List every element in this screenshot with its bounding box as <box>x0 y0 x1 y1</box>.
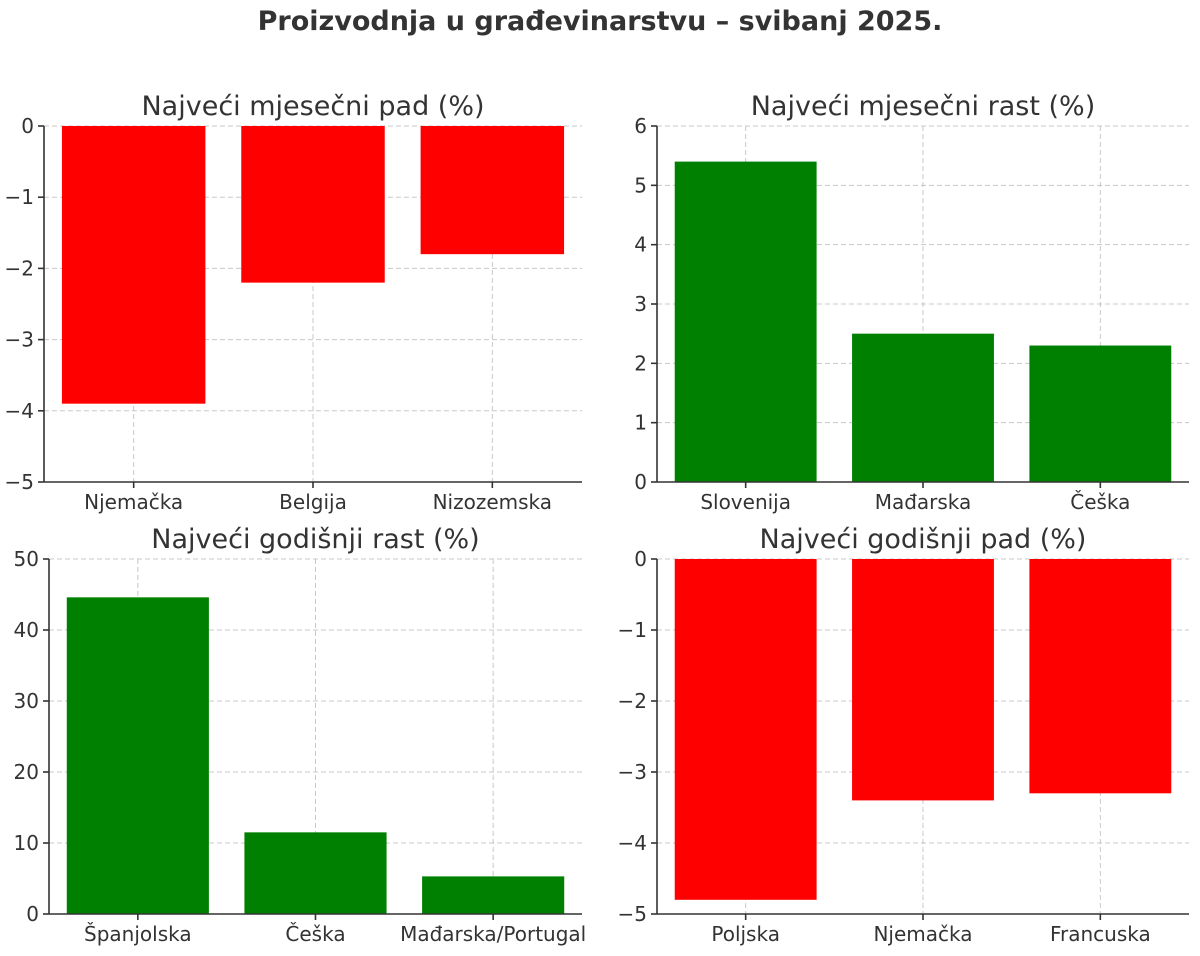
bar-3 <box>1029 559 1172 794</box>
y-tick-label: 1 <box>634 411 647 435</box>
y-tick-label: 20 <box>14 760 39 784</box>
y-tick-label: −1 <box>618 618 647 642</box>
chart-panel-2: 0 1 2 3 4 5 6 Slovenija Mađarska Češka Najveći mje… <box>634 91 1189 514</box>
x-tick-label-3: Češka <box>1070 490 1130 514</box>
bar-3 <box>1029 345 1172 482</box>
y-tick-label: −4 <box>618 831 647 855</box>
chart-panel-4: 0 −1 −2 −3 −4 −5 Poljska Njemačka Francuska Najve… <box>618 524 1189 946</box>
x-tick-label-3: Mađarska/Portugal <box>400 922 586 946</box>
x-tick-label-2: Belgija <box>279 490 347 514</box>
figure-title: Proizvodnja u građevinarstvu – svibanj 2… <box>257 6 943 37</box>
chart-panel-3: 0 10 20 30 40 50 Španjolska Češka Mađarska/Portu… <box>14 524 587 946</box>
x-tick-label-3: Francuska <box>1050 922 1151 946</box>
panel-title: Najveći mjesečni pad (%) <box>141 91 484 122</box>
x-tick-label-3: Nizozemska <box>433 490 552 514</box>
y-tick-label: 0 <box>634 547 647 571</box>
bar-1 <box>674 559 817 900</box>
y-tick-label: 30 <box>14 689 39 713</box>
y-tick-label: −2 <box>5 256 34 280</box>
x-tick-label-1: Njemačka <box>84 490 183 514</box>
x-tick-label-1: Španjolska <box>84 922 192 946</box>
y-tick-label: 0 <box>634 470 647 494</box>
x-tick-label-2: Njemačka <box>873 922 972 946</box>
y-tick-label: −4 <box>5 399 34 423</box>
panel-title: Najveći mjesečni rast (%) <box>751 91 1096 122</box>
x-tick-label-2: Češka <box>285 922 345 946</box>
bar-1 <box>61 126 206 404</box>
y-tick-label: 50 <box>14 547 39 571</box>
chart-panel-1: 0 −1 −2 −3 −4 −5 Njemačka Belgija Nizozemska Najv… <box>5 91 582 514</box>
y-tick-label: 0 <box>21 114 34 138</box>
y-tick-label: 3 <box>634 292 647 316</box>
y-tick-label: 5 <box>634 173 647 197</box>
y-tick-label: 6 <box>634 114 647 138</box>
x-tick-label-1: Poljska <box>711 922 780 946</box>
y-tick-label: 0 <box>26 902 39 926</box>
x-tick-label-2: Mađarska <box>875 490 972 514</box>
y-tick-label: −5 <box>5 470 34 494</box>
y-tick-label: 2 <box>634 351 647 375</box>
y-tick-label: −1 <box>5 185 34 209</box>
y-tick-label: −5 <box>618 902 647 926</box>
y-tick-label: −3 <box>5 328 34 352</box>
y-tick-label: 4 <box>634 233 647 257</box>
x-tick-label-1: Slovenija <box>700 490 791 514</box>
panel-title: Najveći godišnji rast (%) <box>151 524 479 555</box>
bar-2 <box>241 126 385 283</box>
bar-3 <box>420 126 565 255</box>
bar-1 <box>674 161 817 482</box>
bar-2 <box>852 559 994 801</box>
y-tick-label: 10 <box>14 831 39 855</box>
bar-1 <box>66 597 209 914</box>
y-tick-label: 40 <box>14 618 39 642</box>
bar-2 <box>852 333 994 482</box>
bar-2 <box>244 832 387 914</box>
bar-3 <box>422 876 565 914</box>
panel-title: Najveći godišnji pad (%) <box>760 524 1087 555</box>
y-tick-label: −3 <box>618 760 647 784</box>
y-tick-label: −2 <box>618 689 647 713</box>
